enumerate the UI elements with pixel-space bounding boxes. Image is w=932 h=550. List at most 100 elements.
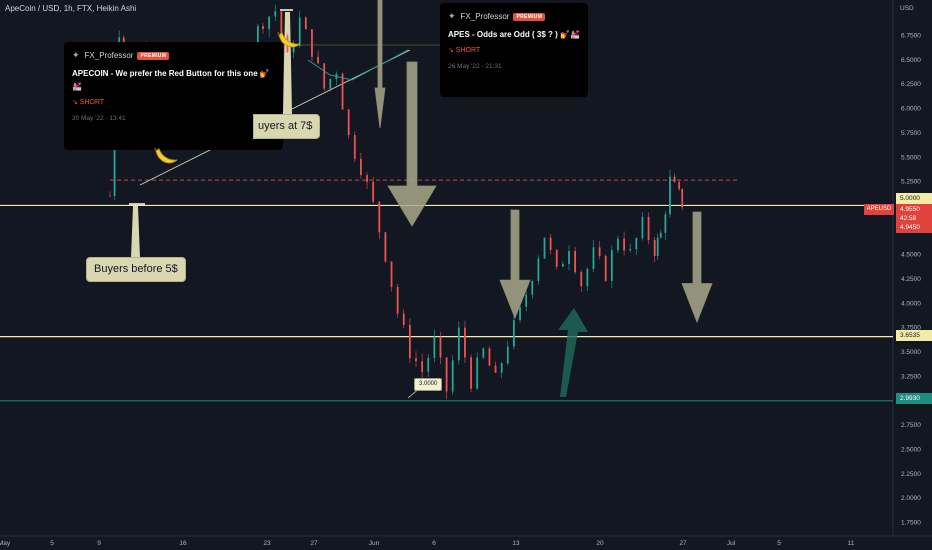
candle-body: [610, 250, 613, 281]
x-tick-label: 5: [50, 540, 54, 547]
down-arrow: [374, 0, 386, 129]
candle-body: [396, 286, 399, 314]
candle-body: [317, 56, 319, 64]
ticker-label: APEUSD: [864, 204, 894, 215]
x-tick-label: 13: [512, 540, 520, 547]
price-axis: 6.7500 6.5000 6.2500 6.0000 5.7500 5.5000 5.25…: [901, 33, 921, 527]
candle-body: [574, 250, 577, 273]
level-label-3[interactable]: 3.0000: [414, 378, 443, 391]
y-tick-label: 6.0000: [901, 106, 921, 113]
candle-body: [347, 109, 350, 136]
currency-label: USD: [900, 5, 914, 12]
premium-badge: PREMIUM: [513, 12, 546, 21]
buyers-before-5-note[interactable]: Buyers before 5$: [86, 257, 186, 282]
bubble-tail: [283, 12, 292, 114]
candle-body: [113, 117, 116, 196]
candle-body: [604, 256, 607, 281]
x-tick-label: Jul: [727, 540, 736, 547]
idea-title[interactable]: APES - Odds are Odd ( 3$ ? ) 💅💒: [448, 30, 580, 39]
idea-card-1[interactable]: ✦ FX_Professor PREMIUM APECOIN - We pref…: [64, 42, 283, 150]
y-tick-label: 2.5000: [901, 446, 921, 453]
candle-body: [262, 25, 264, 30]
candle-body: [543, 237, 546, 259]
y-tick-label: 2.2500: [901, 471, 921, 478]
candle-body: [292, 45, 295, 53]
candle-body: [366, 175, 368, 182]
candle-body: [378, 201, 381, 233]
countdown-tag: 42:58: [896, 213, 932, 224]
premium-badge: PREMIUM: [137, 51, 170, 60]
author-logo-icon: ✦: [72, 50, 80, 60]
candle-body: [647, 216, 650, 240]
buyers-at-7-note[interactable]: uyers at 7$: [253, 114, 321, 139]
candle-body: [464, 327, 466, 358]
candle-body: [329, 79, 332, 89]
candle-body: [457, 327, 460, 361]
candle-body: [390, 261, 393, 287]
candle-body: [598, 247, 601, 257]
y-tick-label: 3.2500: [901, 373, 921, 380]
bubble-tail: [131, 206, 140, 258]
candle-body: [274, 11, 277, 17]
candle-body: [629, 249, 632, 251]
idea-date: 26 May '22 - 21:31: [448, 63, 502, 70]
candle-body: [372, 181, 375, 202]
idea-card-2[interactable]: ✦ FX_Professor PREMIUM APES - Odds are O…: [440, 3, 588, 97]
x-tick-label: May: [0, 540, 11, 547]
candle-body: [592, 247, 595, 269]
idea-date: 30 May '22 - 13:41: [72, 115, 126, 122]
price-tag-36535: 3.6535: [896, 330, 932, 341]
candle-body: [531, 280, 534, 295]
candle-body: [513, 320, 515, 347]
candle-body: [268, 16, 271, 30]
x-tick-label: 11: [848, 540, 855, 547]
candle-body: [341, 73, 344, 110]
idea-author[interactable]: FX_Professor: [84, 51, 134, 60]
x-tick-label: Jun: [369, 540, 380, 547]
candle-body: [408, 324, 411, 359]
candle-body: [519, 306, 521, 321]
candle-body: [586, 268, 589, 287]
candle-body: [421, 361, 424, 372]
idea-title[interactable]: APECOIN - We prefer the Red Button for t…: [72, 69, 270, 91]
y-tick-label: 4.5000: [901, 252, 921, 259]
candle-body: [451, 360, 454, 392]
candle-body: [360, 158, 362, 176]
candle-body: [568, 250, 570, 264]
candle-body: [549, 237, 552, 250]
candle-body: [323, 63, 326, 89]
candle-body: [656, 237, 659, 256]
candle-body: [445, 357, 448, 392]
x-tick-label: 6: [432, 540, 436, 547]
y-tick-label: 5.2500: [901, 179, 921, 186]
y-tick-label: 6.5000: [901, 57, 921, 64]
candle-body: [525, 294, 528, 307]
banana-icon: [276, 30, 302, 52]
y-tick-label: 5.5000: [901, 154, 921, 161]
candle-body: [402, 313, 405, 325]
down-arrow: [499, 209, 531, 320]
candle-body: [311, 29, 313, 57]
candle-body: [659, 232, 662, 238]
candle-body: [506, 346, 509, 364]
candle-body: [623, 238, 625, 251]
x-tick-label: 20: [596, 540, 604, 547]
banana-icon: [153, 146, 179, 168]
idea-author[interactable]: FX_Professor: [460, 12, 510, 21]
candle-body: [678, 182, 681, 189]
idea-signal: ↘ SHORT: [72, 99, 105, 106]
x-tick-label: 5: [777, 540, 781, 547]
candle-body: [470, 357, 472, 389]
price-tag-5000: 5.0000: [896, 193, 932, 204]
x-tick-label: 27: [310, 540, 318, 547]
price-tag-last: 4.9550: [896, 204, 932, 215]
candle-body: [415, 358, 417, 362]
y-tick-label: 6.7500: [901, 33, 921, 40]
candle-body: [298, 17, 301, 46]
y-tick-label: 1.7500: [901, 520, 921, 527]
candle-body: [257, 25, 259, 45]
y-tick-label: 4.2500: [901, 276, 921, 283]
y-tick-label: 6.2500: [901, 81, 921, 88]
y-tick-label: 3.7500: [901, 325, 921, 332]
candle-body: [488, 348, 491, 366]
